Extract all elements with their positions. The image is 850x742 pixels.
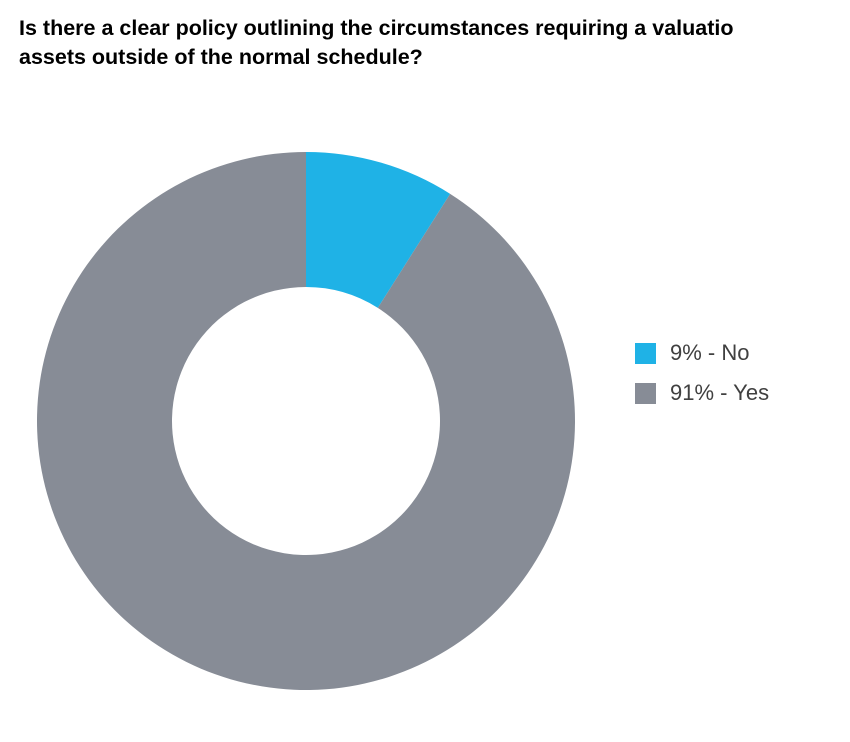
chart-legend: 9% - No 91% - Yes bbox=[635, 333, 769, 413]
legend-label-yes: 91% - Yes bbox=[670, 380, 770, 405]
legend-swatch-yes bbox=[635, 382, 656, 404]
donut-slice-yes bbox=[36, 152, 575, 690]
legend-item-yes: 91% - Yes bbox=[635, 373, 769, 413]
chart-title-line-2: assets outside of the normal schedule? bbox=[19, 45, 423, 69]
legend-item-no: 9% - No bbox=[635, 333, 769, 373]
legend-label-no: 9% - No bbox=[670, 340, 750, 365]
chart-title-line-1: Is there a clear policy outlining the ci… bbox=[19, 16, 734, 40]
legend-swatch-no bbox=[635, 342, 656, 364]
chart-title: Is there a clear policy outlining the ci… bbox=[19, 14, 850, 72]
donut-slice-no bbox=[306, 152, 451, 308]
